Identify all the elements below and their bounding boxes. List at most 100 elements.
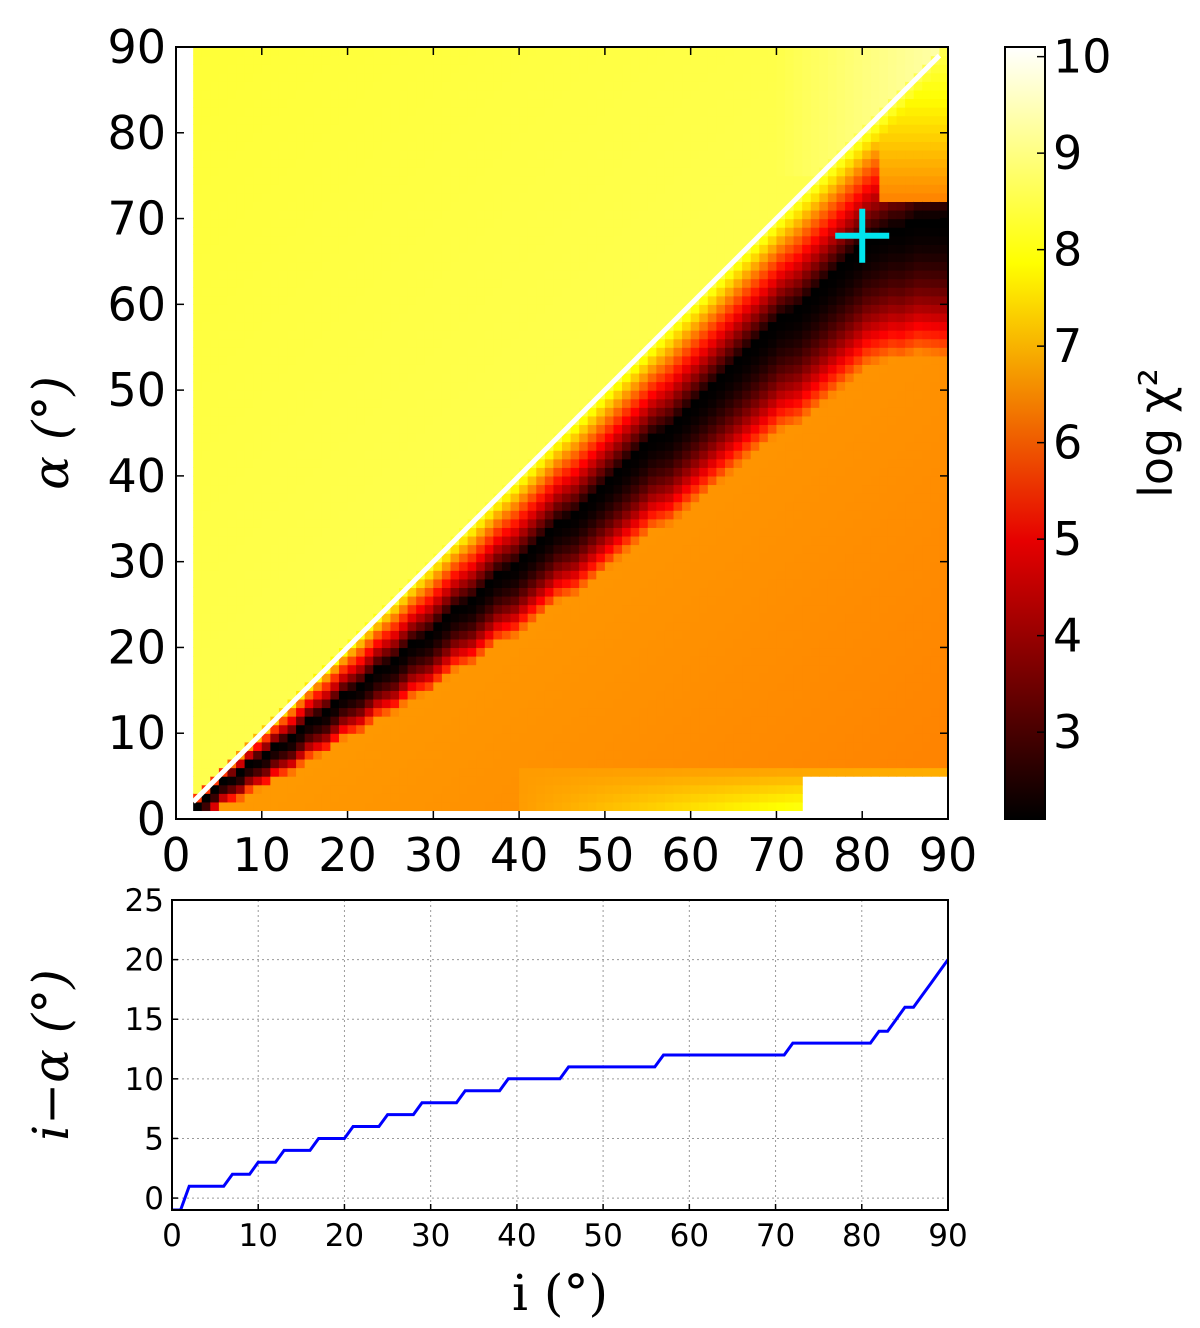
- heatmap-cell: [218, 124, 229, 134]
- heatmap-cell: [579, 244, 589, 254]
- heatmap-cell: [501, 64, 512, 74]
- heatmap-cell: [656, 604, 666, 614]
- heatmap-cell: [270, 467, 280, 477]
- heatmap-cell: [587, 390, 597, 400]
- heatmap-cell: [459, 407, 469, 417]
- heatmap-cell: [570, 638, 580, 649]
- heatmap-cell: [236, 776, 246, 786]
- heatmap-cell: [201, 604, 211, 614]
- heatmap-cell: [356, 441, 366, 451]
- heatmap-cell: [236, 227, 246, 237]
- heatmap-cell: [587, 544, 597, 554]
- heatmap-cell: [347, 493, 357, 503]
- heatmap-cell: [450, 698, 460, 709]
- heatmap-cell: [399, 64, 409, 74]
- heatmap-cell: [244, 312, 254, 323]
- heatmap-cell: [407, 664, 417, 674]
- heatmap-cell: [261, 381, 271, 391]
- heatmap-cell: [330, 776, 340, 786]
- heatmap-cell: [347, 209, 357, 220]
- heatmap-cell: [296, 681, 306, 691]
- heatmap-cell: [527, 201, 537, 211]
- heatmap-cell: [373, 441, 383, 451]
- heatmap-cell: [321, 115, 331, 125]
- heatmap-cell: [287, 733, 297, 743]
- heatmap-cell: [553, 158, 563, 168]
- heatmap-cell: [261, 707, 271, 717]
- heatmap-cell: [347, 561, 357, 571]
- heatmap-cell: [296, 167, 306, 177]
- heatmap-cell: [373, 355, 383, 365]
- heatmap-cell: [227, 604, 237, 614]
- heatmap-cell: [287, 55, 297, 65]
- heatmap-cell: [570, 235, 580, 245]
- heatmap-cell: [622, 467, 632, 477]
- heatmap-cell: [261, 55, 271, 65]
- heatmap-cell: [424, 750, 434, 760]
- heatmap-cell: [527, 338, 537, 348]
- heatmap-cell: [287, 595, 297, 606]
- heatmap-cell: [647, 192, 657, 202]
- heatmap-cell: [433, 132, 443, 142]
- heatmap-cell: [553, 304, 563, 314]
- heatmap-cell: [450, 252, 460, 263]
- heatmap-cell: [510, 287, 520, 297]
- heatmap-cell: [433, 124, 443, 134]
- heatmap-cell: [253, 98, 263, 108]
- heatmap-cell: [236, 72, 246, 82]
- heatmap-cell: [544, 656, 555, 666]
- heatmap-cell: [450, 741, 460, 751]
- heatmap-cell: [253, 149, 263, 160]
- heatmap-cell: [236, 184, 246, 194]
- heatmap-cell: [570, 158, 580, 168]
- heatmap-cell: [364, 398, 374, 408]
- heatmap-cell: [338, 604, 349, 614]
- heatmap-cell: [476, 698, 486, 709]
- heatmap-cell: [501, 561, 512, 571]
- heatmap-cell: [510, 630, 520, 640]
- heatmap-cell: [296, 784, 306, 794]
- heatmap-cell: [604, 698, 615, 709]
- heatmap-cell: [630, 381, 640, 391]
- heatmap-cell: [330, 184, 340, 194]
- heatmap-cell: [364, 613, 374, 623]
- heatmap-cell: [647, 278, 657, 288]
- heatmap-cell: [201, 398, 211, 408]
- heatmap-cell: [613, 664, 623, 674]
- heatmap-cell: [476, 638, 486, 649]
- heatmap-cell: [562, 115, 572, 125]
- heatmap-cell: [656, 613, 666, 623]
- heatmap-cell: [544, 372, 555, 383]
- heatmap-cell: [193, 227, 203, 237]
- heatmap-cell: [493, 527, 503, 537]
- heatmap-cell: [364, 776, 374, 786]
- heatmap-cell: [253, 621, 263, 631]
- heatmap-cell: [562, 647, 572, 657]
- heatmap-cell: [373, 81, 383, 91]
- heatmap-cell: [476, 493, 486, 503]
- heatmap-cell: [313, 578, 323, 588]
- heatmap-cell: [218, 527, 229, 537]
- heatmap-cell: [201, 244, 211, 254]
- heatmap-cell: [630, 175, 640, 185]
- heatmap-cell: [373, 784, 383, 794]
- heatmap-cell: [519, 450, 529, 460]
- heatmap-cell: [484, 475, 494, 486]
- heatmap-cell: [647, 578, 657, 588]
- heatmap-cell: [373, 793, 383, 803]
- heatmap-cell: [287, 270, 297, 280]
- heatmap-cell: [296, 295, 306, 305]
- heatmap-cell: [407, 124, 417, 134]
- heatmap-cell: [570, 347, 580, 357]
- heatmap-cell: [562, 441, 572, 451]
- heatmap-cell: [356, 595, 366, 606]
- heatmap-cell: [604, 467, 615, 477]
- heatmap-cell: [519, 750, 529, 760]
- heatmap-cell: [278, 244, 289, 254]
- heatmap-cell: [287, 209, 297, 220]
- heatmap-cell: [450, 381, 460, 391]
- heatmap-cell: [261, 364, 271, 374]
- heatmap-cell: [510, 698, 520, 709]
- heatmap-cell: [604, 355, 615, 365]
- heatmap-cell: [639, 227, 649, 237]
